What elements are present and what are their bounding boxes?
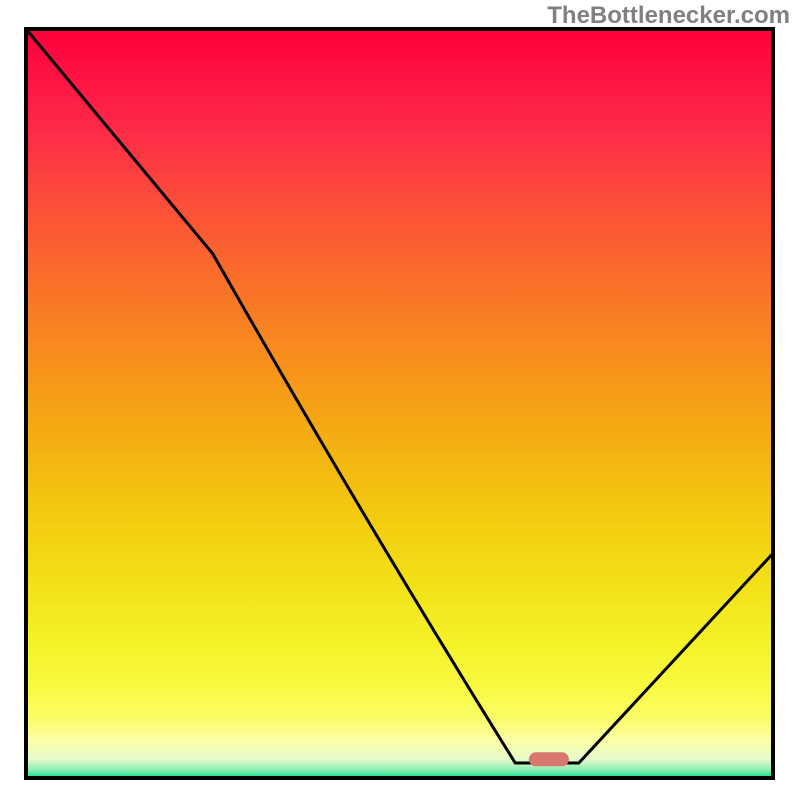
chart-container: { "watermark": { "text": "TheBottlenecke… xyxy=(0,0,800,800)
bottleneck-chart xyxy=(0,0,800,800)
optimum-marker xyxy=(529,752,569,766)
plot-background xyxy=(26,29,773,778)
watermark-text: TheBottlenecker.com xyxy=(547,2,790,30)
